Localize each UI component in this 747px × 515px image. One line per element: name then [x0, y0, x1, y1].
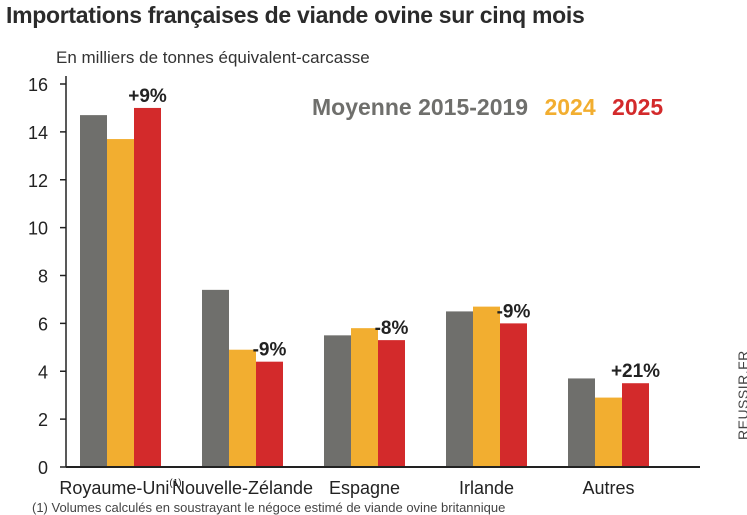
legend: Moyenne 2015-2019 2024 2025: [312, 94, 673, 121]
category-label: Irlande: [459, 478, 514, 498]
bar-avg-0: [80, 115, 107, 468]
bar-avg-1: [202, 289, 229, 467]
y-tick-label: 0: [38, 458, 48, 478]
bar-avg-4: [568, 378, 595, 467]
y-tick-label: 14: [28, 123, 48, 143]
bar-2024-1: [229, 349, 256, 467]
change-annotation: +21%: [611, 361, 660, 382]
bar-2025-3: [500, 323, 527, 467]
bar-2024-2: [351, 328, 378, 467]
bar-2024-4: [595, 397, 622, 467]
bar-2025-2: [378, 340, 405, 467]
y-tick-label: 12: [28, 171, 48, 191]
bar-2025-4: [622, 383, 649, 467]
y-axis-label: En milliers de tonnes équivalent-carcass…: [56, 48, 370, 67]
legend-entry-2025: 2025: [612, 94, 664, 120]
change-annotation: +9%: [128, 86, 167, 107]
y-tick-label: 8: [38, 267, 48, 287]
footnote-marker: (1): [169, 478, 181, 489]
bar-2025-1: [256, 361, 283, 467]
y-tick-label: 4: [38, 362, 48, 382]
y-tick-label: 10: [28, 219, 48, 239]
bar-2025-0: [134, 107, 161, 467]
category-label: Espagne: [329, 478, 400, 498]
legend-entry-avg: Moyenne 2015-2019: [312, 94, 529, 120]
y-tick-label: 16: [28, 75, 48, 95]
y-tick-label: 6: [38, 314, 48, 334]
bar-2024-0: [107, 139, 134, 467]
y-tick-label: 2: [38, 410, 48, 430]
legend-entry-2024: 2024: [544, 94, 596, 120]
bar-2024-3: [473, 306, 500, 467]
bar-avg-3: [446, 311, 473, 467]
bar-avg-2: [324, 335, 351, 467]
change-annotation: -9%: [253, 340, 287, 361]
change-annotation: -9%: [497, 301, 531, 322]
footnote: (1) Volumes calculés en soustrayant le n…: [32, 500, 506, 515]
category-label: Royaume-Uni(1): [59, 478, 181, 498]
category-label: Nouvelle-Zélande: [172, 478, 313, 498]
change-annotation: -8%: [375, 318, 409, 339]
source-credit: REUSSIR.FR: [735, 350, 747, 440]
category-label: Autres: [582, 478, 634, 498]
chart-title: Importations françaises de viande ovine …: [6, 2, 585, 28]
